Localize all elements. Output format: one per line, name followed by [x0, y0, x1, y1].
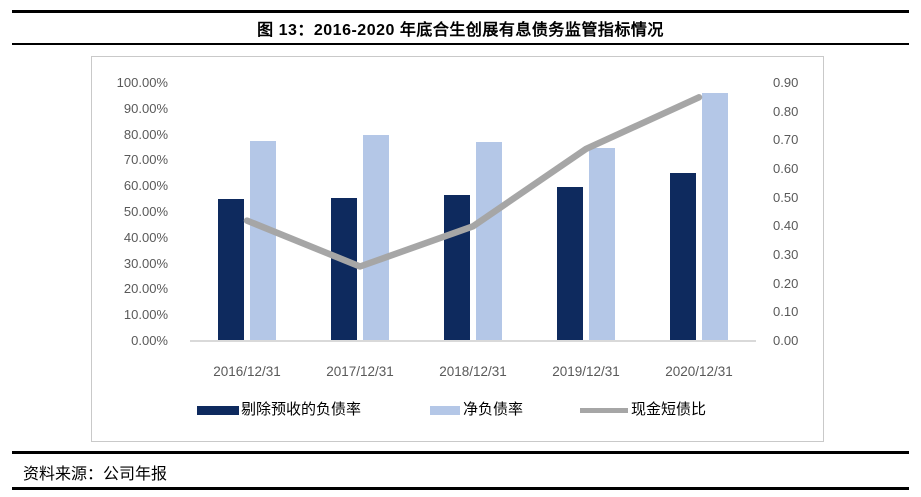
left-axis-tick: 80.00%	[123, 126, 168, 142]
right-axis-tick: 0.80	[773, 103, 799, 119]
bar-净负债率-2018/12/31	[476, 141, 502, 341]
left-axis-tick: 60.00%	[123, 178, 168, 194]
x-axis-label-2016/12/31: 2016/12/31	[213, 364, 281, 379]
right-axis-tick: 0.60	[773, 161, 799, 176]
right-axis-tick: 0.00	[773, 333, 799, 348]
legend-label-cash-short-debt: 现金短债比	[631, 402, 707, 418]
legend-swatch-bar-dark	[197, 406, 239, 415]
source-note: 资料来源：公司年报	[23, 466, 168, 483]
right-axis-tick: 0.50	[773, 189, 799, 205]
bar-净负债率-2019/12/31	[589, 148, 615, 341]
legend-swatch-bar-light	[430, 406, 460, 415]
bar-净负债率-2016/12/31	[250, 140, 276, 341]
x-axis-line	[190, 340, 756, 342]
legend-label-net-debt-ratio: 净负债率	[463, 402, 524, 418]
bar-剔除预收的负债率-2019/12/31	[557, 186, 583, 341]
legend-label-excl-presale-ratio: 剔除预收的负债率	[241, 402, 362, 418]
title-underline-rule	[12, 43, 909, 45]
bottom-rule	[12, 487, 909, 490]
source-top-rule	[12, 451, 909, 454]
bar-净负债率-2017/12/31	[363, 135, 389, 341]
top-rule	[12, 10, 909, 13]
left-axis-tick: 70.00%	[123, 152, 168, 168]
bar-净负债率-2020/12/31	[702, 93, 728, 341]
bar-剔除预收的负债率-2018/12/31	[444, 195, 470, 341]
left-axis-tick: 40.00%	[123, 229, 168, 245]
right-axis-tick: 0.70	[773, 132, 799, 148]
left-axis-tick: 50.00%	[123, 204, 168, 219]
right-axis-tick: 0.30	[773, 247, 799, 262]
right-axis-tick: 0.20	[773, 275, 799, 291]
bar-剔除预收的负债率-2016/12/31	[218, 199, 244, 341]
x-axis-label-2018/12/31: 2018/12/31	[439, 364, 507, 379]
left-axis-tick: 0.00%	[131, 333, 168, 348]
figure-title: 图 13：2016-2020 年底合生创展有息债务监管指标情况	[257, 22, 664, 39]
bar-剔除预收的负债率-2020/12/31	[670, 173, 696, 341]
left-axis-tick: 20.00%	[123, 281, 168, 297]
right-axis-tick: 0.40	[773, 218, 799, 234]
left-axis-tick: 100.00%	[116, 75, 168, 90]
legend-swatch-line	[580, 408, 628, 413]
left-axis-tick: 90.00%	[123, 100, 168, 116]
right-axis-tick: 0.10	[773, 304, 799, 320]
x-axis-label-2019/12/31: 2019/12/31	[552, 364, 620, 379]
left-axis-tick: 10.00%	[123, 307, 168, 323]
x-axis-label-2020/12/31: 2020/12/31	[665, 364, 733, 379]
left-axis-tick: 30.00%	[123, 255, 168, 271]
right-axis-tick: 0.90	[773, 75, 799, 90]
x-axis-label-2017/12/31: 2017/12/31	[326, 364, 394, 379]
bar-剔除预收的负债率-2017/12/31	[331, 197, 357, 341]
